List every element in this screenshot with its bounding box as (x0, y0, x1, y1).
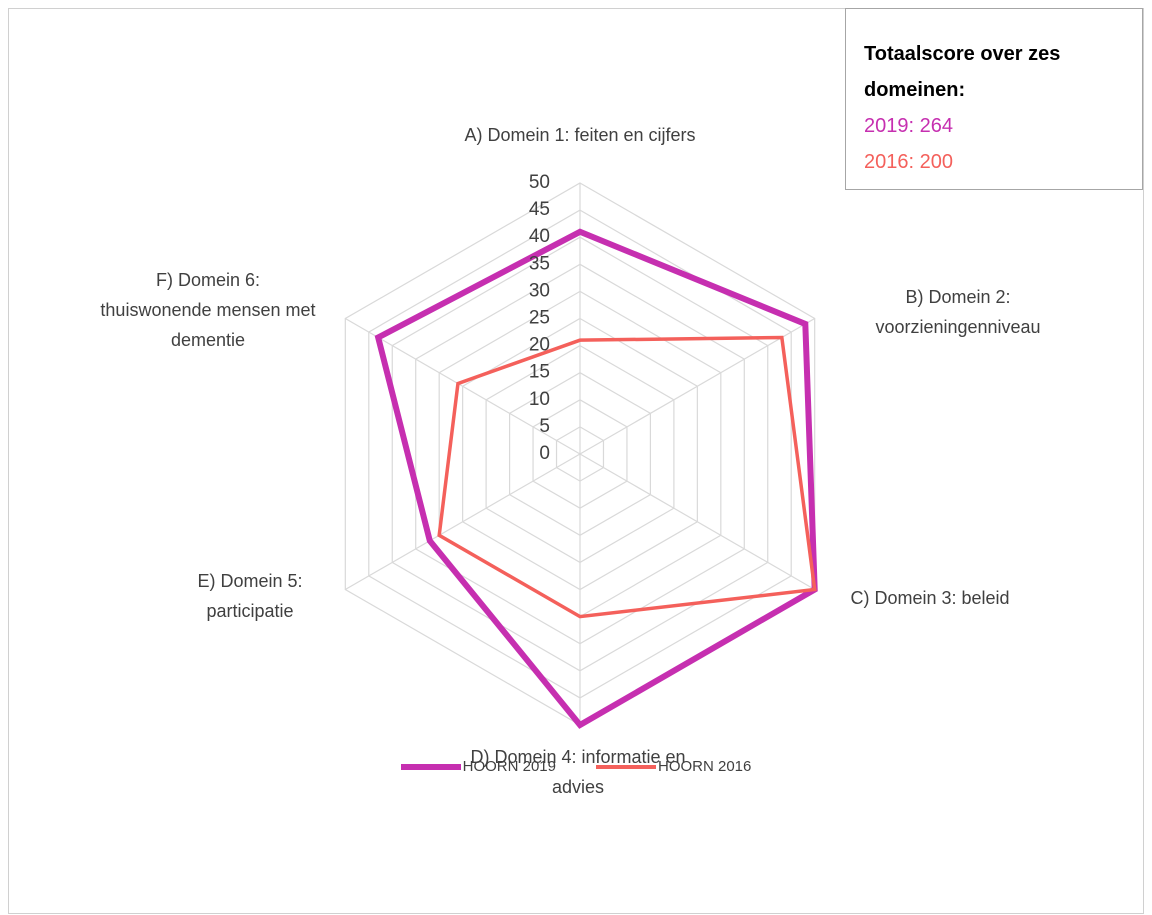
tick-label: 25 (529, 308, 550, 329)
axis-label: C) Domein 3: beleid (850, 588, 1010, 608)
legend-swatch (400, 763, 461, 770)
annotation-line: 2019: 264 (864, 115, 953, 137)
tick-label: 20 (529, 335, 550, 356)
legend-label: HOORN 2016 (658, 758, 752, 775)
axis-label: A) Domein 1: feiten en cijfers (464, 125, 696, 145)
axis-label: D) Domein 4: informatie en advies (470, 747, 686, 797)
annotation: Totaalscore over zes domeinen: 2019: 264… (864, 36, 1114, 180)
tick-label: 5 (539, 416, 550, 437)
legend-label: HOORN 2019 (462, 758, 556, 775)
legend-swatch (596, 764, 656, 769)
axis-label: B) Domein 2: voorzieningenniveau (875, 287, 1041, 337)
annotation-box (845, 8, 1143, 190)
axis-label: E) Domein 5: participatie (197, 571, 303, 621)
chart-frame (8, 8, 1144, 914)
tick-label: 30 (529, 280, 550, 301)
legend: HOORN 2019 HOORN 2016 (0, 758, 1152, 775)
tick-label: 45 (529, 199, 550, 220)
tick-label: 50 (529, 172, 550, 193)
tick-label: 0 (539, 443, 550, 464)
axis-label: F) Domein 6: thuiswonende mensen met dem… (100, 270, 316, 350)
spoke (579, 317, 815, 455)
series-line (374, 228, 818, 729)
spoke (345, 317, 581, 455)
legend-item: HOORN 2016 (596, 758, 751, 775)
legend-item: HOORN 2019 (400, 758, 556, 775)
tick-label: 10 (529, 389, 550, 410)
series-line (437, 335, 817, 619)
spoke (579, 453, 815, 591)
spoke (345, 453, 581, 591)
tick-label: 35 (529, 253, 550, 274)
tick-label: 15 (529, 362, 550, 383)
annotation-line: 2016: 200 (864, 151, 953, 173)
annotation-title: Totaalscore over zes domeinen: (864, 43, 1061, 101)
tick-label: 40 (529, 226, 550, 247)
